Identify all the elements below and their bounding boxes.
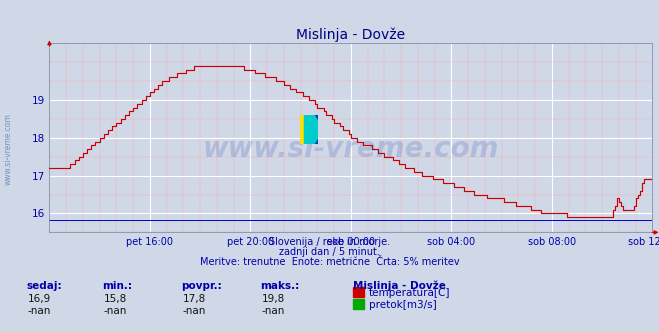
Text: -nan: -nan (183, 306, 206, 316)
Text: pretok[m3/s]: pretok[m3/s] (369, 300, 437, 310)
Text: Slovenija / reke in morje.: Slovenija / reke in morje. (269, 237, 390, 247)
Text: povpr.:: povpr.: (181, 281, 222, 290)
Text: min.:: min.: (102, 281, 132, 290)
Text: sedaj:: sedaj: (26, 281, 62, 290)
Text: 15,8: 15,8 (103, 294, 127, 304)
Text: 16,9: 16,9 (28, 294, 51, 304)
Text: www.si-vreme.com: www.si-vreme.com (203, 135, 499, 163)
Text: zadnji dan / 5 minut.: zadnji dan / 5 minut. (279, 247, 380, 257)
Text: www.si-vreme.com: www.si-vreme.com (3, 114, 13, 185)
Title: Mislinja - Dovže: Mislinja - Dovže (297, 28, 405, 42)
Text: maks.:: maks.: (260, 281, 300, 290)
Text: 17,8: 17,8 (183, 294, 206, 304)
Bar (309, 115, 318, 144)
Text: Meritve: trenutne  Enote: metrične  Črta: 5% meritev: Meritve: trenutne Enote: metrične Črta: … (200, 257, 459, 267)
Text: temperatura[C]: temperatura[C] (369, 288, 451, 298)
Text: -nan: -nan (103, 306, 127, 316)
Text: -nan: -nan (262, 306, 285, 316)
Polygon shape (304, 115, 318, 144)
Text: Mislinja - Dovže: Mislinja - Dovže (353, 281, 445, 291)
Text: -nan: -nan (28, 306, 51, 316)
Bar (300, 115, 309, 144)
Text: 19,8: 19,8 (262, 294, 285, 304)
